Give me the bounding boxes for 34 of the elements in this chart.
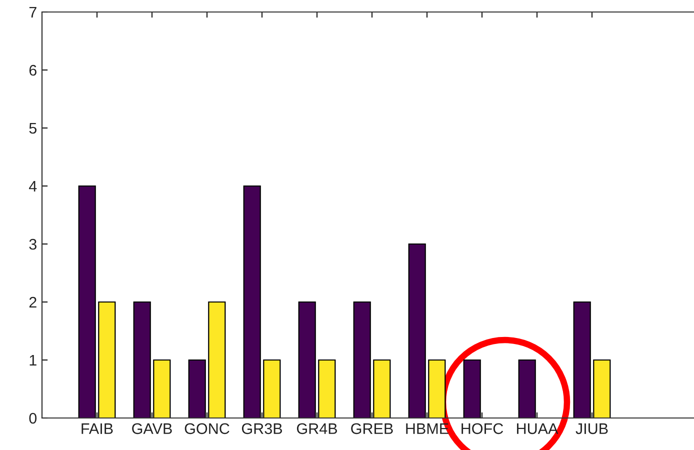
- x-tick-label: JIUB: [576, 423, 608, 434]
- bar: [353, 301, 371, 418]
- y-tick-label: 2: [29, 296, 36, 308]
- y-tick-label: 0: [29, 412, 37, 424]
- y-tick-label: 1: [30, 355, 36, 366]
- bar: [243, 185, 261, 418]
- x-tick-label: HOFC: [462, 423, 504, 434]
- y-tick-label: 4: [28, 181, 37, 192]
- x-tick-label: GREB: [351, 423, 393, 434]
- bar: [573, 301, 591, 418]
- bar: [408, 243, 426, 418]
- x-tick-label: GAVB: [132, 423, 172, 434]
- bar: [593, 359, 611, 418]
- bar: [78, 185, 96, 418]
- bar: [463, 359, 481, 418]
- y-tick-label: 7: [29, 7, 36, 18]
- y-tick-label: 5: [29, 123, 36, 134]
- bar: [188, 359, 206, 418]
- y-tick-label: 3: [29, 238, 36, 250]
- bar: [518, 359, 536, 418]
- x-tick-label: GONC: [184, 423, 230, 434]
- bar: [428, 359, 446, 418]
- x-tick-label: FAIB: [82, 423, 113, 434]
- bar: [208, 301, 226, 418]
- bar: [98, 301, 116, 418]
- bar: [153, 359, 171, 418]
- bar: [318, 359, 336, 418]
- bar: [263, 359, 281, 418]
- x-tick-label: GR4B: [296, 423, 337, 434]
- bar: [298, 301, 316, 418]
- bar: [133, 301, 151, 418]
- x-tick-label: GR3B: [242, 423, 282, 434]
- y-tick-label: 6: [29, 64, 36, 76]
- bar: [373, 359, 391, 418]
